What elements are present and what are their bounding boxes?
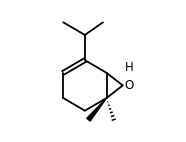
Text: O: O (124, 79, 133, 92)
Text: H: H (125, 61, 133, 74)
Polygon shape (87, 98, 107, 121)
